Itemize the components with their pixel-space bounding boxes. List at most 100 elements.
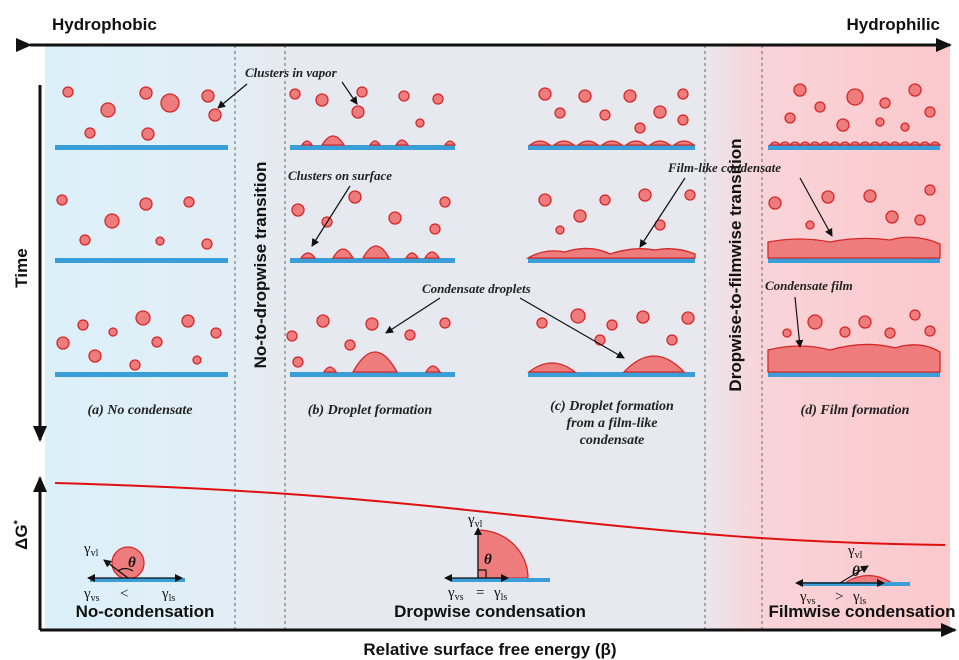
droplet [443, 140, 457, 146]
surface [528, 372, 695, 377]
droplet [424, 365, 442, 373]
cluster [821, 190, 835, 204]
cluster [538, 193, 552, 207]
cluster [666, 334, 678, 346]
droplet [576, 140, 600, 146]
energy-label: ΔG* [12, 519, 31, 549]
cluster [634, 122, 646, 134]
cluster [292, 356, 304, 368]
subscript: vl [91, 548, 99, 559]
annotation-arrow [311, 185, 351, 247]
droplet [928, 141, 942, 146]
theta: θ [484, 552, 492, 568]
cluster [344, 339, 356, 351]
cluster [139, 197, 153, 211]
droplet [394, 139, 410, 146]
annotation-arrow [341, 81, 358, 105]
cluster [578, 89, 592, 103]
gamma-label: γvs [799, 589, 816, 607]
transition-label: No-to-dropwise transition [251, 162, 270, 369]
droplet [672, 140, 696, 146]
annotation: Condensate droplets [422, 281, 531, 296]
cluster [554, 107, 566, 119]
cluster [108, 327, 118, 337]
cluster [155, 236, 165, 246]
gamma: γ [467, 512, 475, 528]
gamma-label: γvs [83, 586, 100, 604]
cluster [388, 211, 402, 225]
panel-caption: (c) Droplet formation [550, 399, 674, 414]
cluster [555, 225, 565, 235]
annotation-arrow [639, 177, 686, 248]
cluster [599, 194, 611, 206]
droplet [299, 252, 317, 259]
cluster [914, 214, 926, 226]
cluster [793, 83, 807, 97]
cluster [429, 223, 441, 235]
cluster [863, 189, 877, 203]
cluster [151, 336, 163, 348]
droplet [361, 245, 391, 259]
surface [768, 145, 940, 150]
gamma-label: γvl [847, 543, 863, 561]
panel-caption: from a film-like [567, 416, 658, 431]
time-label: Time [12, 248, 31, 287]
cluster [681, 311, 695, 325]
cluster [84, 127, 96, 139]
cluster [653, 105, 667, 119]
surface [768, 372, 940, 377]
cluster [356, 86, 368, 98]
cluster [885, 210, 899, 224]
gamma: γ [847, 543, 855, 559]
relation: > [835, 589, 843, 605]
cluster [210, 327, 222, 339]
surface [768, 258, 940, 263]
cluster [924, 106, 936, 118]
energy-curve [54, 482, 946, 546]
region-dividers [234, 45, 763, 630]
panel-caption: (d) Film formation [801, 403, 910, 418]
cluster [570, 308, 586, 324]
gamma: γ [161, 586, 169, 602]
gamma: γ [852, 589, 860, 605]
droplet [300, 140, 314, 146]
subscript: ls [501, 592, 508, 603]
cluster [129, 359, 141, 371]
film [767, 236, 941, 259]
annotation-arrow [799, 177, 833, 237]
cluster [924, 325, 936, 337]
panel-caption: condensate [580, 433, 645, 448]
surface [528, 145, 695, 150]
cluster [77, 319, 89, 331]
axes [16, 38, 957, 637]
droplet [528, 140, 552, 146]
cluster [104, 213, 120, 229]
cluster [439, 317, 451, 329]
cluster [623, 89, 637, 103]
cluster [900, 122, 910, 132]
regime-label: No-condensation [76, 602, 215, 621]
film [767, 343, 941, 373]
cluster [291, 203, 305, 217]
cluster [909, 309, 921, 321]
regime-label: Filmwise condensation [768, 602, 955, 621]
cluster [677, 114, 689, 126]
cluster [201, 238, 213, 250]
cluster [208, 108, 222, 122]
cluster [365, 317, 379, 331]
film [525, 247, 696, 259]
surface [55, 372, 228, 377]
cluster [56, 336, 70, 350]
droplet [624, 140, 648, 146]
surface [290, 372, 455, 377]
annotation: Clusters on surface [288, 168, 392, 183]
cluster [160, 93, 180, 113]
panel-caption: (a) No condensate [88, 403, 193, 418]
droplet [404, 252, 420, 259]
droplets [55, 83, 942, 377]
cluster [606, 319, 618, 331]
cluster [135, 310, 151, 326]
subscript: vs [807, 596, 816, 607]
cluster [573, 209, 587, 223]
gamma-label: γls [161, 586, 175, 604]
